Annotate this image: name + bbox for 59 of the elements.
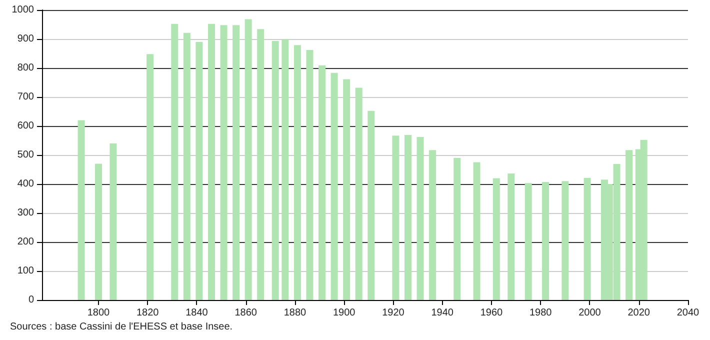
- x-tick-label: 1840: [186, 308, 208, 318]
- bar: [294, 45, 301, 300]
- bar: [562, 181, 569, 300]
- bar: [306, 50, 314, 300]
- bar: [257, 29, 264, 300]
- bar: [355, 88, 362, 300]
- x-tick-label: 1800: [87, 308, 110, 318]
- bar: [220, 25, 228, 300]
- bar: [416, 137, 424, 300]
- y-tick-label: 800: [17, 62, 34, 74]
- y-tick-label: 200: [17, 236, 34, 248]
- bar: [94, 164, 102, 300]
- y-tick-label: 300: [17, 208, 34, 218]
- y-tick-label: 1000: [12, 4, 34, 16]
- x-tick-label: 2000: [578, 308, 602, 318]
- source-note: Sources : base Cassini de l'EHESS et base Insee.: [10, 322, 233, 332]
- x-tick-label: 1920: [382, 308, 405, 318]
- y-tick-label: 0: [28, 294, 34, 306]
- bar: [584, 178, 591, 300]
- bar: [508, 174, 515, 300]
- bar: [473, 162, 480, 300]
- x-tick-label: 2040: [676, 308, 700, 318]
- y-tick-label: 600: [17, 120, 34, 132]
- bar: [318, 65, 326, 300]
- bar: [208, 24, 215, 300]
- bar: [368, 110, 375, 300]
- bar: [429, 150, 436, 300]
- x-tick-label: 1900: [332, 308, 356, 318]
- bar: [196, 42, 203, 300]
- x-tick-label: 1940: [431, 308, 454, 318]
- y-tick-label: 400: [17, 178, 34, 190]
- x-tick-label: 1980: [530, 308, 552, 318]
- bar: [110, 143, 117, 300]
- y-tick-label: 700: [17, 92, 34, 102]
- bar: [146, 54, 154, 300]
- bar: [524, 183, 532, 300]
- bar: [272, 41, 279, 300]
- bar: [626, 150, 633, 300]
- bar: [330, 72, 338, 300]
- bar: [183, 32, 190, 300]
- bar: [78, 120, 85, 300]
- bar: [404, 134, 412, 300]
- bar: [454, 158, 461, 300]
- bar: [343, 79, 350, 300]
- y-tick-label: 100: [17, 266, 34, 276]
- bar: [171, 24, 178, 300]
- bar: [542, 182, 550, 300]
- y-tick-label: 900: [17, 34, 34, 44]
- x-tick-label: 1880: [284, 308, 307, 318]
- bar: [232, 25, 240, 300]
- x-tick-label: 1820: [136, 308, 160, 318]
- bar: [492, 178, 500, 300]
- bar: [282, 39, 289, 300]
- bar: [244, 19, 252, 300]
- y-tick-label: 500: [17, 150, 34, 160]
- x-tick-label: 1860: [234, 308, 258, 318]
- x-tick-label: 1960: [480, 308, 504, 318]
- bar: [392, 136, 400, 300]
- x-tick-label: 2020: [628, 308, 650, 318]
